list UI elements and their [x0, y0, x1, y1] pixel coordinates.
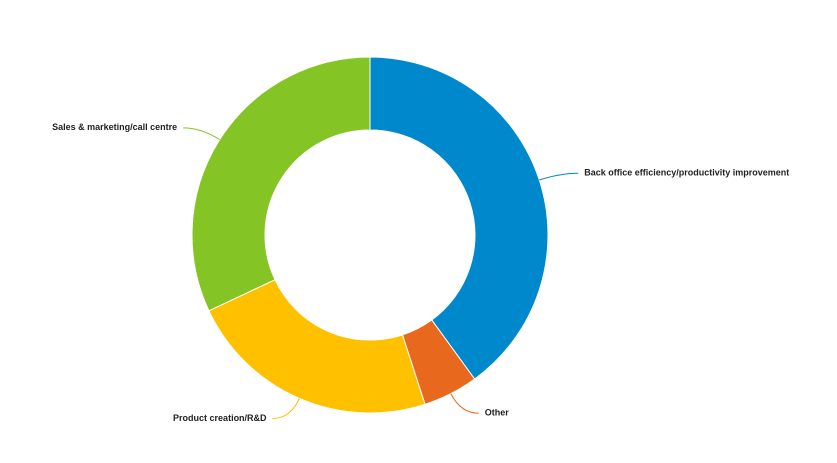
slice-label: Sales & marketing/call centre: [52, 122, 177, 132]
donut-slice: [191, 56, 371, 312]
slice-label: Product creation/R&D: [173, 413, 267, 423]
leader-line: [539, 172, 579, 181]
leader-line: [272, 398, 300, 420]
donut-slice: [369, 56, 549, 380]
slice-label: Back office efficiency/productivity impr…: [584, 168, 789, 178]
leader-line: [183, 127, 220, 141]
donut-slice: [208, 279, 426, 414]
slice-label: Other: [485, 408, 510, 418]
leader-line: [450, 393, 479, 414]
